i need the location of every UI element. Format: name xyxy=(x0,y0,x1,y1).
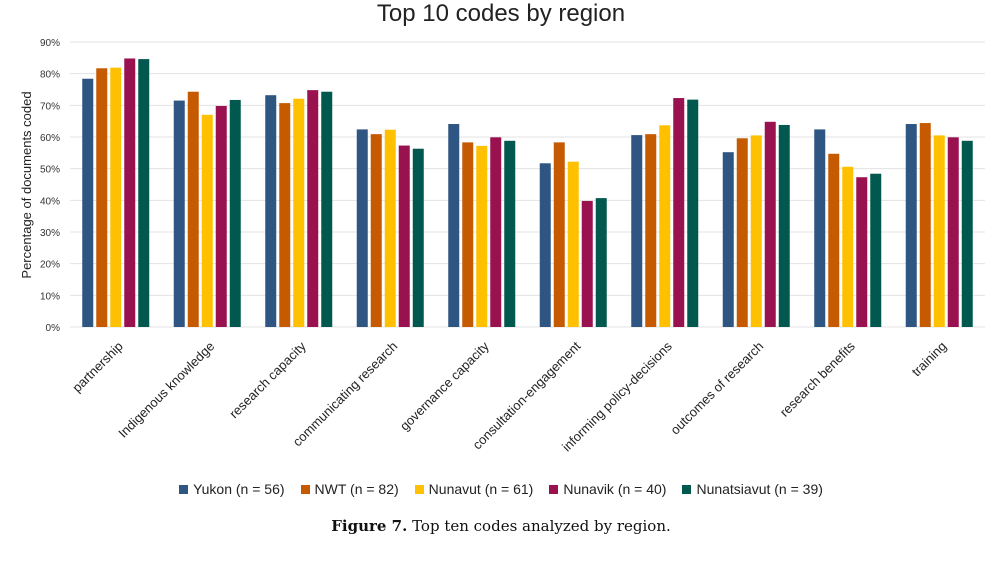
bar-4-1 xyxy=(229,99,241,327)
bar-1-0 xyxy=(96,68,108,328)
bar-3-3 xyxy=(398,145,410,327)
bar-1-1 xyxy=(187,91,199,327)
y-tick-label: 70% xyxy=(40,101,60,112)
legend-label: Yukon (n = 56) xyxy=(193,481,285,497)
bar-3-9 xyxy=(947,137,959,327)
legend-item: NWT (n = 82) xyxy=(300,481,399,497)
bar-3-1 xyxy=(215,105,227,327)
bar-3-2 xyxy=(307,90,319,327)
bar-2-7 xyxy=(750,135,762,327)
legend-swatch xyxy=(549,484,559,494)
bar-2-9 xyxy=(933,135,945,327)
bar-0-7 xyxy=(722,152,734,327)
legend-swatch xyxy=(414,484,424,494)
bar-4-7 xyxy=(778,124,790,327)
y-tick-label: 10% xyxy=(40,291,60,302)
legend-swatch xyxy=(682,484,692,494)
x-tick-label: partnership xyxy=(69,339,126,396)
bar-4-0 xyxy=(138,59,150,327)
bar-0-9 xyxy=(905,124,917,328)
bar-1-6 xyxy=(645,134,657,327)
y-tick-label: 30% xyxy=(40,228,60,239)
bar-3-7 xyxy=(764,121,776,327)
bar-2-3 xyxy=(384,129,396,327)
y-tick-label: 60% xyxy=(40,133,60,144)
bar-0-4 xyxy=(448,124,460,328)
bar-1-4 xyxy=(462,142,474,327)
bar-0-2 xyxy=(265,95,277,327)
bar-4-8 xyxy=(870,173,882,327)
bar-chart: 0% 10% 20% 30% 40% 50% 60% 70% 80% 90% Percentage … xyxy=(19,38,985,454)
x-tick-label: governance capacity xyxy=(397,338,492,433)
legend-swatch xyxy=(179,484,189,494)
bar-1-3 xyxy=(370,134,382,327)
x-tick-label: communicating research xyxy=(290,339,401,450)
bar-3-8 xyxy=(856,177,868,327)
x-tick-label: research capacity xyxy=(226,338,309,421)
legend-label: Nunavut (n = 61) xyxy=(428,481,534,497)
bar-4-4 xyxy=(504,140,516,327)
bar-2-6 xyxy=(659,125,671,328)
legend-label: Nunavik (n = 40) xyxy=(563,481,667,497)
bar-4-5 xyxy=(595,198,607,327)
bar-3-5 xyxy=(581,200,593,327)
y-tick-label: 90% xyxy=(40,38,60,49)
bar-2-1 xyxy=(201,114,213,327)
bar-1-8 xyxy=(828,153,840,327)
legend-label: Nunatsiavut (n = 39) xyxy=(696,481,823,497)
chart-title: Top 10 codes by region xyxy=(376,0,626,27)
caption-label: Figure 7. xyxy=(331,517,408,535)
legend-item: Nunavik (n = 40) xyxy=(549,481,666,497)
legend-label: NWT (n = 82) xyxy=(314,481,399,497)
x-tick-label: outcomes of research xyxy=(667,339,766,438)
bar-3-4 xyxy=(490,137,502,327)
bar-3-0 xyxy=(124,58,136,327)
bar-1-5 xyxy=(553,142,565,327)
bar-2-8 xyxy=(842,166,854,327)
bar-0-8 xyxy=(814,129,826,327)
bar-1-9 xyxy=(919,123,931,327)
bar-0-0 xyxy=(82,78,94,327)
bar-4-2 xyxy=(321,91,333,327)
legend-item: Nunavut (n = 61) xyxy=(414,481,534,497)
legend-item: Nunatsiavut (n = 39) xyxy=(682,481,823,497)
legend-item: Yukon (n = 56) xyxy=(179,481,285,497)
bar-2-4 xyxy=(476,145,488,327)
y-tick-label: 50% xyxy=(40,165,60,176)
bar-0-3 xyxy=(356,129,368,327)
legend: Yukon (n = 56) NWT (n = 82) Nunavut (n = 6… xyxy=(0,481,1002,497)
bar-2-5 xyxy=(567,161,579,327)
bar-0-6 xyxy=(631,135,643,327)
x-tick-label: training xyxy=(909,339,950,380)
bar-4-9 xyxy=(961,140,973,327)
y-tick-label: 80% xyxy=(40,70,60,81)
bar-2-0 xyxy=(110,67,122,328)
caption-text: Top ten codes analyzed by region. xyxy=(407,517,671,535)
bar-2-2 xyxy=(293,98,305,327)
bar-0-1 xyxy=(173,100,185,327)
bar-1-2 xyxy=(279,103,291,327)
legend-swatch xyxy=(300,484,310,494)
bar-4-6 xyxy=(687,99,699,327)
x-tick-label: Indigenous knowledge xyxy=(115,339,217,441)
bar-0-5 xyxy=(539,163,551,327)
x-tick-label: research benefits xyxy=(777,338,858,419)
y-axis-label: Percentage of documents coded xyxy=(19,91,34,278)
y-tick-label: 40% xyxy=(40,196,60,207)
figure-caption: Figure 7. Top ten codes analyzed by regi… xyxy=(0,517,1002,535)
bar-4-3 xyxy=(412,148,424,327)
bar-3-6 xyxy=(673,98,685,327)
y-tick-label: 20% xyxy=(40,260,60,271)
bar-1-7 xyxy=(736,138,748,327)
y-tick-label: 0% xyxy=(46,323,61,334)
